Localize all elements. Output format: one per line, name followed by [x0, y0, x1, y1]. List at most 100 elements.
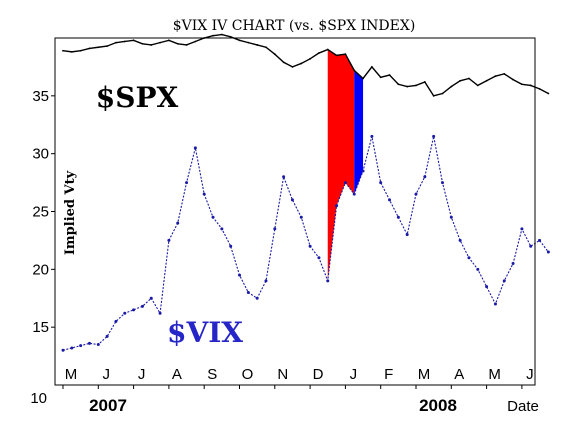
data-point-vix	[335, 204, 339, 208]
data-point-vix	[432, 134, 436, 138]
data-point-vix	[414, 192, 418, 196]
x-axis-label: Date	[507, 398, 539, 415]
series-annotation-label: $VIX	[167, 316, 243, 349]
data-point-spx	[326, 48, 329, 51]
x-tick-label: M	[65, 366, 78, 383]
data-point-vix	[423, 175, 427, 179]
data-point-spx	[309, 57, 311, 60]
x-tick-label: M	[418, 366, 431, 383]
data-point-spx	[450, 85, 453, 88]
data-point-spx	[494, 75, 497, 78]
data-point-vix	[440, 181, 444, 185]
series-layer	[61, 33, 550, 352]
y-tick-label: 35	[32, 88, 49, 105]
data-point-vix	[79, 344, 83, 348]
data-point-spx	[335, 54, 338, 57]
data-point-spx	[441, 92, 444, 95]
data-point-vix	[511, 262, 515, 266]
series-line-spx	[62, 33, 549, 97]
data-point-vix	[132, 308, 136, 312]
data-point-spx	[159, 41, 161, 44]
data-point-vix	[167, 238, 171, 242]
data-point-vix	[361, 169, 365, 173]
data-point-spx	[79, 49, 82, 52]
data-point-vix	[96, 343, 100, 347]
annotations: $SPX $VIX	[96, 81, 244, 349]
data-point-spx	[538, 87, 541, 90]
data-point-vix	[467, 256, 471, 260]
data-point-spx	[256, 44, 259, 46]
data-point-vix	[529, 244, 533, 248]
data-point-spx	[229, 35, 232, 38]
data-point-vix	[299, 215, 303, 219]
x-tick-label: J	[526, 366, 534, 383]
data-point-spx	[132, 39, 135, 42]
year-label: 2007	[89, 396, 127, 415]
data-point-spx	[238, 39, 241, 42]
data-point-vix	[476, 267, 480, 271]
data-point-vix	[326, 279, 330, 283]
y-tick-label: 10	[30, 390, 47, 407]
data-point-spx	[415, 84, 417, 87]
data-point-spx	[300, 62, 303, 65]
data-point-spx	[97, 46, 100, 49]
data-point-vix	[211, 215, 215, 219]
data-point-spx	[512, 78, 514, 81]
y-tick-label: 15	[32, 319, 49, 336]
data-point-spx	[423, 81, 426, 83]
y-tick-label: 25	[32, 204, 49, 221]
data-point-vix	[317, 256, 321, 260]
x-tick-label: A	[454, 366, 464, 383]
data-point-spx	[503, 72, 506, 75]
data-point-spx	[168, 39, 170, 42]
data-point-vix	[493, 302, 497, 306]
data-point-vix	[176, 221, 180, 225]
data-point-spx	[123, 40, 126, 43]
data-point-spx	[194, 40, 197, 43]
data-point-spx	[529, 84, 532, 87]
data-point-vix	[290, 198, 294, 202]
data-point-spx	[291, 66, 294, 68]
data-point-spx	[432, 94, 435, 97]
data-point-spx	[397, 83, 400, 86]
data-point-spx	[115, 41, 117, 44]
y-axis-label: Implied Vty	[63, 170, 78, 255]
x-tick-label: M	[488, 366, 501, 383]
data-point-vix	[61, 348, 65, 352]
x-tick-label: O	[242, 366, 254, 383]
data-point-spx	[521, 83, 523, 86]
data-point-vix	[458, 238, 462, 242]
chart-title: $VIX IV CHART (vs. $SPX INDEX)	[173, 18, 416, 34]
data-point-vix	[202, 192, 206, 196]
data-point-vix	[105, 334, 109, 338]
data-point-vix	[370, 134, 374, 138]
series-line-vix	[62, 136, 549, 351]
data-point-spx	[406, 85, 409, 88]
data-point-vix	[158, 311, 162, 315]
data-point-vix	[485, 285, 489, 289]
data-point-spx	[88, 47, 91, 50]
data-point-vix	[140, 304, 144, 308]
data-point-spx	[388, 74, 391, 76]
data-point-vix	[114, 319, 118, 323]
data-point-vix	[379, 181, 383, 185]
data-point-spx	[362, 77, 364, 80]
data-point-spx	[282, 61, 285, 64]
data-point-spx	[185, 44, 188, 46]
data-point-vix	[229, 244, 233, 248]
data-point-vix	[282, 175, 286, 179]
data-point-vix	[273, 227, 277, 231]
data-point-spx	[370, 66, 373, 68]
data-point-spx	[70, 50, 73, 53]
highlight-fill-red	[327, 49, 355, 281]
data-point-spx	[62, 49, 64, 52]
data-point-vix	[396, 215, 400, 219]
data-point-vix	[449, 215, 453, 219]
data-point-vix	[308, 244, 312, 248]
data-point-vix	[149, 296, 153, 300]
data-point-spx	[141, 42, 144, 45]
data-point-spx	[176, 42, 179, 45]
x-tick-label: D	[313, 366, 324, 383]
tick-labels: 15 20 25 30 35 10 M J J A S O N D J F M A M J 2007 2008	[30, 88, 533, 415]
